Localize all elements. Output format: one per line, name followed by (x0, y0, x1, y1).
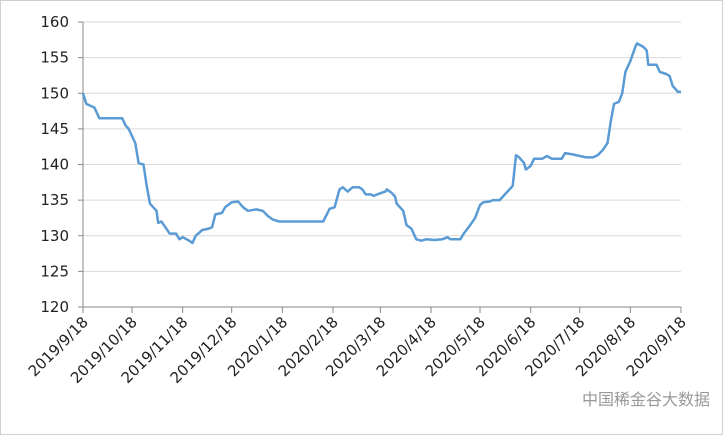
y-tick-label: 125 (40, 262, 69, 280)
y-tick-label: 120 (40, 298, 69, 316)
y-tick-label: 150 (40, 84, 69, 102)
y-tick-label: 145 (40, 120, 69, 138)
y-tick-label: 160 (40, 13, 69, 31)
line (81, 42, 681, 245)
y-tick-label: 130 (40, 227, 69, 245)
y-tick-label: 135 (40, 191, 69, 209)
watermark: 中国稀金谷大数据 (582, 390, 710, 409)
y-tick-label: 140 (40, 156, 69, 174)
y-tick-label: 155 (40, 49, 69, 67)
